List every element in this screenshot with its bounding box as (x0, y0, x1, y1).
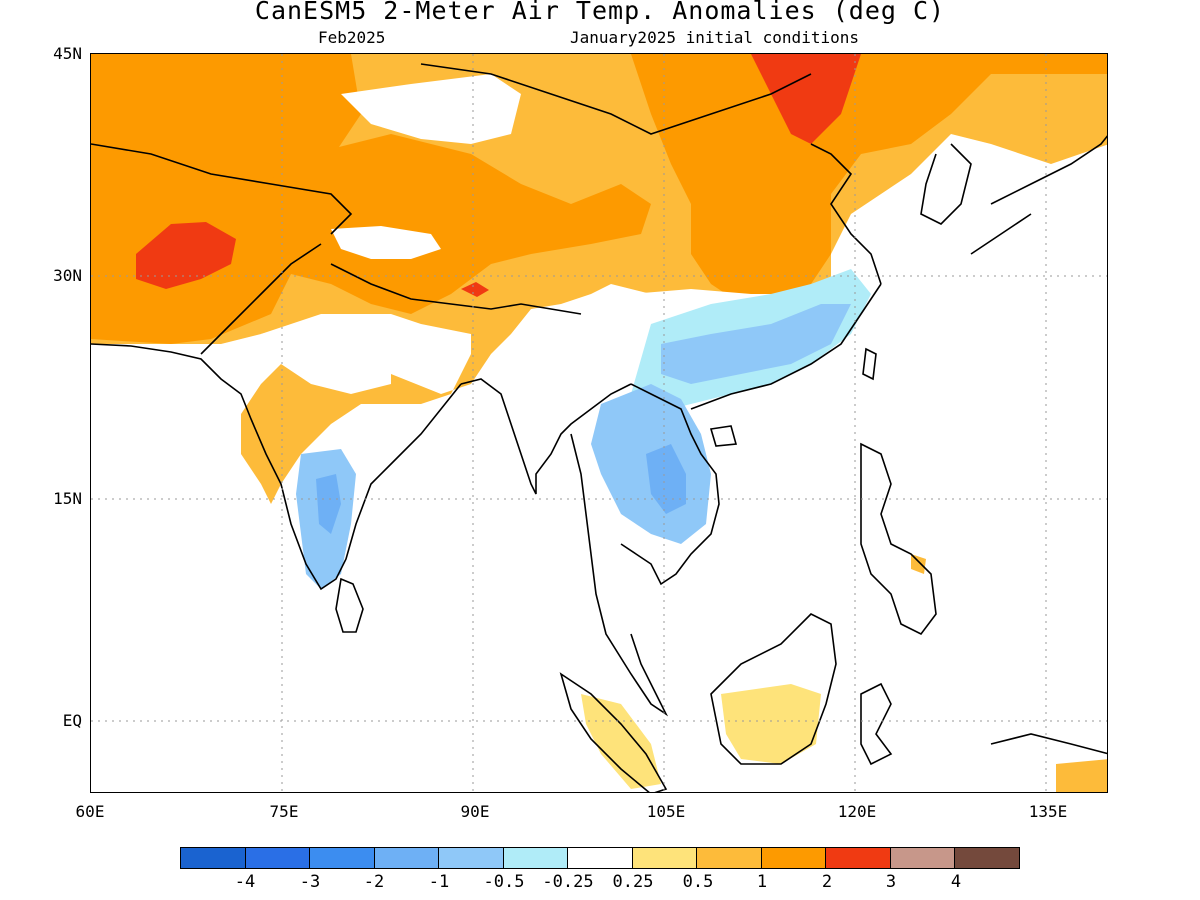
colorbar-swatch (697, 848, 762, 868)
colorbar-swatch (826, 848, 891, 868)
coastline-philippines (860, 442, 937, 636)
colorbar-swatch (503, 848, 569, 868)
neutral-area-india (261, 324, 391, 394)
coastline-south-china (690, 283, 882, 410)
lat-label-45n: 45N (53, 44, 82, 63)
coastline-bay-of-bengal (460, 378, 632, 495)
colorbar-label: -0.5 (483, 872, 525, 892)
colorbar-label: 4 (950, 872, 962, 892)
border-pakistan-india (200, 243, 322, 355)
map-canvas (91, 54, 1107, 792)
lon-label-120e: 120E (837, 802, 877, 821)
anomaly-map[interactable] (90, 53, 1108, 793)
colorbar-label: -4 (234, 872, 256, 892)
lon-label-135e: 135E (1028, 802, 1068, 821)
coastline-korea (920, 143, 972, 225)
neutral-area-tibet (331, 226, 441, 259)
colorbar-swatch (632, 848, 698, 868)
anomaly-area-3-mongolia (751, 54, 861, 144)
anomaly-area-2to3-china (631, 54, 1107, 304)
anomaly-area-1-philippines (911, 554, 926, 574)
coastlines (91, 63, 1107, 792)
anomaly-area-minus1-india (316, 474, 341, 534)
colorbar-label: 0.25 (612, 872, 654, 892)
neutral-area-central-asia (341, 74, 521, 144)
graticule (91, 54, 1107, 792)
colorbar-label: 1 (756, 872, 768, 892)
coastline-sumatra (559, 672, 668, 792)
coastline-hainan (709, 425, 738, 447)
anomaly-area-1-newguinea (1056, 759, 1107, 792)
coastline-sulawesi (860, 682, 893, 766)
lon-label-75e: 75E (269, 802, 299, 821)
colorbar-label: -2 (363, 872, 385, 892)
lon-label-105e: 105E (646, 802, 686, 821)
colorbar-swatch (439, 848, 504, 868)
coastline-sri-lanka (335, 577, 364, 633)
lat-label-eq: EQ (62, 711, 82, 730)
lat-label-15n: 15N (53, 489, 82, 508)
coastline-malay-peninsula (570, 433, 669, 717)
anomaly-area-05-borneo (721, 684, 821, 764)
colorbar-swatch (761, 848, 827, 868)
border-mongolia (420, 63, 812, 135)
colorbar-label: -0.25 (542, 872, 594, 892)
anomaly-area-minus1-indochina (646, 444, 686, 514)
coastline-arabian-sea (91, 343, 462, 591)
colorbar-swatch (310, 848, 375, 868)
coastline-japan (970, 135, 1107, 255)
border-himalaya (330, 263, 582, 315)
coastline-taiwan (862, 347, 877, 381)
lon-label-90e: 90E (460, 802, 490, 821)
colorbar-swatch (181, 848, 246, 868)
anomaly-area-minus05-south-china (661, 304, 851, 384)
anomaly-area-05-sumatra (581, 694, 661, 789)
colorbar-label: 0.5 (682, 872, 714, 892)
colorbar-swatch (245, 848, 311, 868)
initial-conditions: January2025 initial conditions (570, 28, 859, 47)
colorbar-swatch (374, 848, 440, 868)
chart-title: CanESM5 2-Meter Air Temp. Anomalies (deg… (254, 0, 946, 25)
anomaly-area-3-tibet-spot (461, 282, 489, 297)
colorbar-swatch (568, 848, 633, 868)
coastline-indochina (620, 383, 720, 586)
colorbar-label: -3 (299, 872, 321, 892)
coastline-borneo (710, 613, 837, 765)
colorbar-swatch (890, 848, 956, 868)
anomaly-area-2to3-tibet (271, 134, 651, 314)
colorbar-swatch (955, 848, 1019, 868)
lat-label-30n: 30N (53, 266, 82, 285)
coastline-new-guinea (990, 733, 1107, 755)
coastline-east-china (810, 143, 882, 285)
colorbar-label: 3 (885, 872, 897, 892)
colorbar (180, 847, 1020, 869)
colorbar-label: -1 (428, 872, 450, 892)
anomaly-area-3-afghanistan (136, 222, 236, 289)
lon-label-60e: 60E (75, 802, 105, 821)
anomaly-fields (91, 54, 1107, 792)
colorbar-label: 2 (821, 872, 833, 892)
forecast-month: Feb2025 (318, 28, 386, 47)
border-central-asia (91, 143, 353, 235)
